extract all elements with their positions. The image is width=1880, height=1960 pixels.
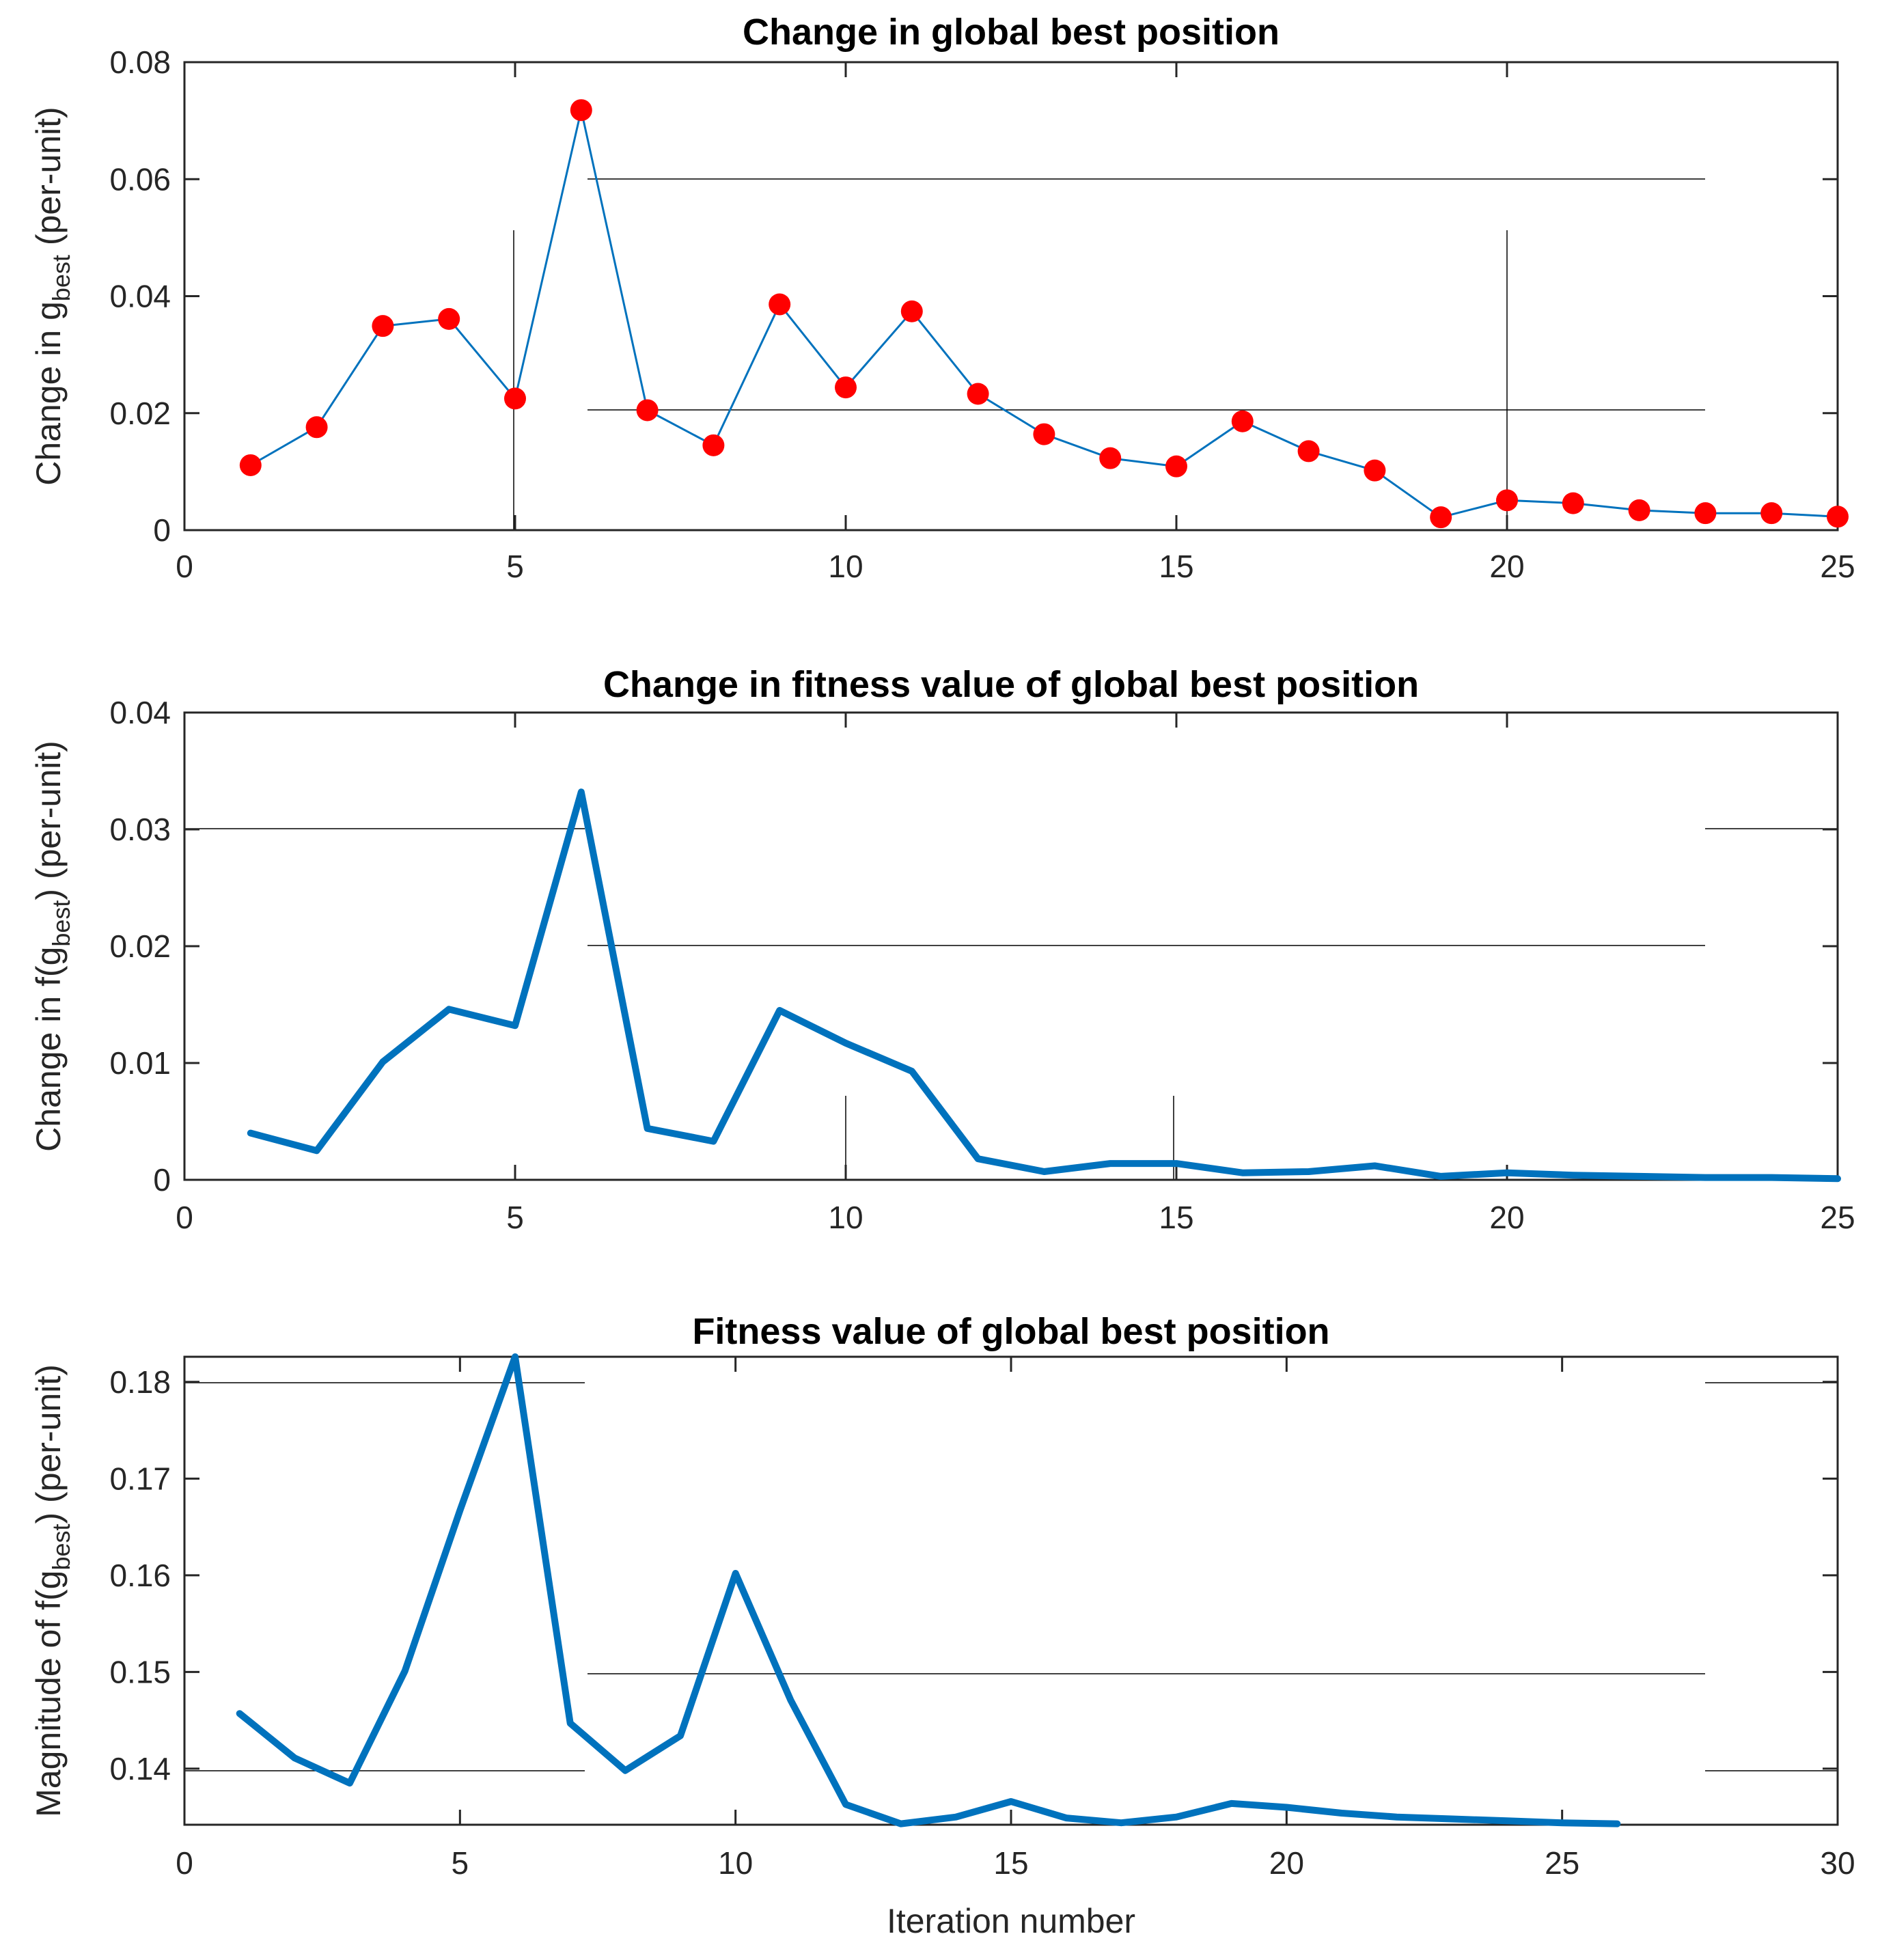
y-tick-label: 0.03 [109, 812, 171, 847]
y-axis-label: Magnitude of f(gbest) (per-unit) [29, 1364, 75, 1817]
series-line [236, 1353, 1621, 1827]
y-tick-label: 0.15 [109, 1654, 171, 1689]
y-tick-label: 0.02 [109, 396, 171, 431]
series-line [247, 788, 1841, 1183]
y-tick-label: 0 [153, 512, 171, 548]
x-axis-label: Iteration number [887, 1902, 1135, 1940]
y-tick-label: 0.06 [109, 161, 171, 197]
data-point [1297, 440, 1320, 463]
chart-title: Change in global best position [743, 12, 1280, 53]
data-point [835, 376, 857, 399]
data-point [1496, 489, 1518, 512]
x-tick-label: 30 [1820, 1845, 1855, 1881]
x-tick-label: 20 [1489, 549, 1524, 584]
chart-title: Fitness value of global best position [692, 1311, 1329, 1352]
y-tick-label: 0.02 [109, 928, 171, 964]
chart-2: Change in fitness value of global best p… [29, 664, 1855, 1235]
x-tick-label: 5 [452, 1845, 469, 1881]
y-tick-label: 0.01 [109, 1045, 171, 1081]
y-tick-label: 0.17 [109, 1461, 171, 1496]
y-tick-label: 0.14 [109, 1751, 171, 1786]
y-tick-label: 0.18 [109, 1364, 171, 1400]
y-tick-label: 0 [153, 1162, 171, 1198]
axes-box [183, 61, 1839, 532]
x-tick-label: 0 [176, 549, 193, 584]
y-axis-label: Change in gbest (per-unit) [29, 107, 75, 485]
data-point [1033, 423, 1055, 445]
data-point [1694, 502, 1717, 525]
x-tick-label: 25 [1820, 549, 1855, 584]
data-point [570, 99, 592, 122]
data-point [1562, 492, 1584, 514]
x-tick-label: 15 [1159, 549, 1193, 584]
data-point [1628, 499, 1650, 521]
x-tick-label: 10 [828, 549, 863, 584]
series-line [249, 109, 1839, 519]
data-point [1760, 502, 1783, 525]
data-point [1827, 506, 1849, 528]
x-tick-label: 0 [176, 1200, 193, 1235]
x-tick-label: 15 [1159, 1200, 1193, 1235]
data-point [1430, 506, 1452, 529]
data-point [305, 416, 328, 439]
data-point [1364, 459, 1386, 482]
y-tick-label: 0.04 [109, 695, 171, 730]
y-tick-label: 0.04 [109, 279, 171, 314]
x-tick-label: 5 [506, 549, 524, 584]
y-tick-label: 0.08 [109, 44, 171, 80]
y-axis-label: Change in f(gbest) (per-unit) [29, 741, 75, 1152]
data-point [769, 293, 791, 316]
x-tick-label: 10 [828, 1200, 863, 1235]
chart-title: Change in fitness value of global best p… [603, 664, 1419, 705]
x-tick-label: 20 [1489, 1200, 1524, 1235]
x-tick-label: 25 [1545, 1845, 1579, 1881]
x-tick-label: 25 [1820, 1200, 1855, 1235]
data-point [1099, 447, 1122, 469]
chart-3: Fitness value of global best position 0 5 1… [29, 1311, 1855, 1940]
data-point [900, 300, 923, 322]
axes-box [183, 711, 1839, 1181]
data-point [372, 315, 394, 337]
data-point [504, 387, 526, 410]
data-point [1165, 455, 1187, 478]
data-point [438, 307, 460, 330]
data-point [702, 434, 725, 456]
data-point [1231, 410, 1254, 432]
x-tick-label: 10 [718, 1845, 753, 1881]
x-tick-label: 15 [993, 1845, 1028, 1881]
x-tick-label: 5 [506, 1200, 524, 1235]
y-tick-label: 0.16 [109, 1558, 171, 1593]
data-point [636, 399, 659, 422]
x-tick-label: 0 [176, 1845, 193, 1881]
x-tick-label: 20 [1269, 1845, 1304, 1881]
data-point [239, 454, 262, 476]
chart-1: Change in global best position 0 5 10 15 20 25… [29, 12, 1855, 584]
data-point [967, 383, 989, 405]
